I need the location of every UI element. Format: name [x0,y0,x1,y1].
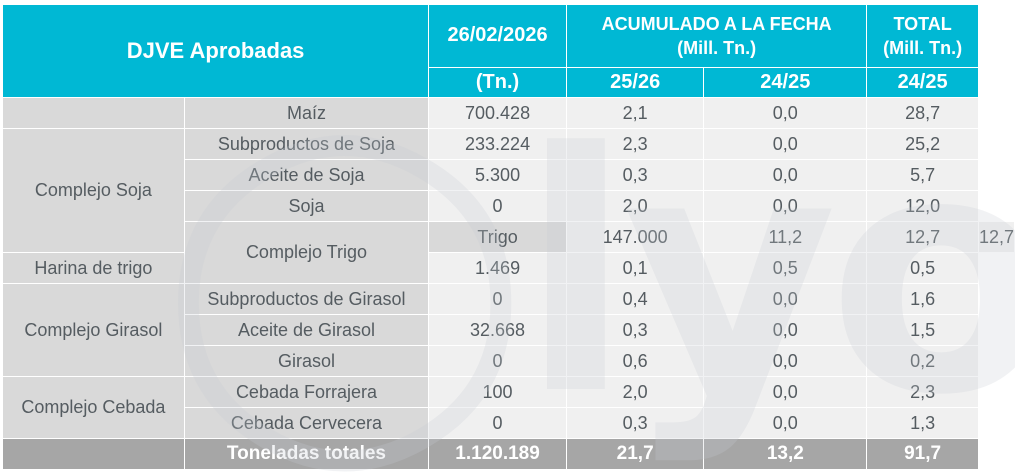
acc-2425-value: 0,0 [703,407,868,439]
acc-2425-value: 0,5 [703,252,868,284]
tn-value: 0 [428,283,567,315]
table-row: Maíz 700.428 2,1 0,0 28,7 [2,97,1015,129]
group-label-soja: Complejo Soja [2,128,185,253]
acumulado-header-line2: (Mill. Tn.) [677,37,757,58]
group-label-trigo: Complejo Trigo [183,221,430,284]
total-header: TOTAL (Mill. Tn.) [866,4,979,68]
group-label-cebada: Complejo Cebada [2,376,185,439]
product-label: Aceite de Soja [183,159,430,191]
product-label: Cebada Cervecera [183,407,430,439]
total-2425-value: 5,7 [866,159,979,191]
acc-2526-value: 11,2 [703,221,868,253]
total-2425-value: 28,7 [866,97,979,129]
product-label: Girasol [183,345,430,377]
subheader-total-2425: 24/25 [866,66,979,99]
totals-total-2425: 91,7 [866,438,979,470]
acc-2526-value: 0,1 [565,252,705,284]
tn-value: 700.428 [428,97,567,129]
acumulado-header-line1: ACUMULADO A LA FECHA [601,13,832,34]
total-header-line2: (Mill. Tn.) [883,37,963,58]
product-label: Subproductos de Soja [183,128,430,160]
total-2425-value: 1,6 [866,283,979,315]
tn-value: 1.469 [428,252,567,284]
subheader-2425: 24/25 [703,66,868,99]
acc-2526-value: 0,4 [565,283,705,315]
acc-2425-value: 0,0 [703,314,868,346]
group-empty-cell [2,97,185,129]
subheader-2526: 25/26 [565,66,705,99]
product-label: Cebada Forrajera [183,376,430,408]
totals-row: Toneladas totales 1.120.189 21,7 13,2 91… [2,438,1015,470]
acc-2526-value: 0,3 [565,159,705,191]
total-2425-value: 1,3 [866,407,979,439]
total-2425-value: 25,2 [866,128,979,160]
tn-value: 233.224 [428,128,567,160]
totals-label: Toneladas totales [183,438,430,470]
tn-value: 5.300 [428,159,567,191]
product-label: Soja [183,190,430,222]
group-label-girasol: Complejo Girasol [2,283,185,377]
acc-2526-value: 0,3 [565,407,705,439]
acc-2526-value: 2,0 [565,376,705,408]
product-label: Aceite de Girasol [183,314,430,346]
totals-empty-cell [2,438,185,470]
total-2425-value: 1,5 [866,314,979,346]
acc-2526-value: 2,3 [565,128,705,160]
acc-2425-value: 0,0 [703,345,868,377]
acumulado-header: ACUMULADO A LA FECHA (Mill. Tn.) [565,4,868,68]
acc-2425-value: 0,0 [703,190,868,222]
product-label: Maíz [183,97,430,129]
table-row: Girasol 0 0,6 0,0 0,2 [3,345,1015,377]
table-row: Harina de trigo 1.469 0,1 0,5 0,5 [2,252,1015,284]
total-2425-value: 12,7 [977,221,1015,253]
totals-tn: 1.120.189 [428,438,567,470]
total-2425-value: 0,5 [866,252,979,284]
table-title: DJVE Aprobadas [1,4,430,98]
product-label: Harina de trigo [2,252,185,284]
product-label: Trigo [428,221,567,253]
date-unit: (Tn.) [428,66,567,99]
tn-value: 32.668 [428,314,567,346]
total-2425-value: 2,3 [866,376,979,408]
product-label: Subproductos de Girasol [183,283,430,315]
table-row: Complejo Soja Subproductos de Soja 233.2… [2,128,1015,253]
table-row: Complejo Cebada Cebada Forrajera 100 2,0… [2,376,1015,439]
acc-2425-value: 0,0 [703,97,868,129]
total-2425-value: 0,2 [866,345,979,377]
tn-value: 0 [428,407,567,439]
totals-acc-2425: 13,2 [703,438,868,470]
table-row: Complejo Girasol Subproductos de Girasol… [2,283,1015,377]
totals-acc-2526: 21,7 [565,438,705,470]
total-2425-value: 12,0 [866,190,979,222]
tn-value: 0 [428,190,567,222]
djve-table: DJVE Aprobadas 26/02/2026 ACUMULADO A LA… [1,4,1015,470]
tn-value: 0 [428,345,567,377]
acc-2425-value: 0,0 [703,159,868,191]
acc-2425-value: 0,0 [703,283,868,315]
table-row: Aceite de Girasol 32.668 0,3 0,0 1,5 [3,314,1015,346]
acc-2425-value: 12,7 [866,221,979,253]
acc-2526-value: 0,6 [565,345,705,377]
acc-2526-value: 2,0 [565,190,705,222]
acc-2425-value: 0,0 [703,376,868,408]
acc-2526-value: 2,1 [565,97,705,129]
tn-value: 100 [428,376,567,408]
tn-value: 147.000 [565,221,705,253]
acc-2425-value: 0,0 [703,128,868,160]
report-date: 26/02/2026 [428,4,567,68]
table-row: Cebada Cervecera 0 0,3 0,0 1,3 [3,407,1015,439]
total-header-line1: TOTAL [893,13,952,34]
acc-2526-value: 0,3 [565,314,705,346]
table-row: Aceite de Soja 5.300 0,3 0,0 5,7 [3,159,1015,191]
